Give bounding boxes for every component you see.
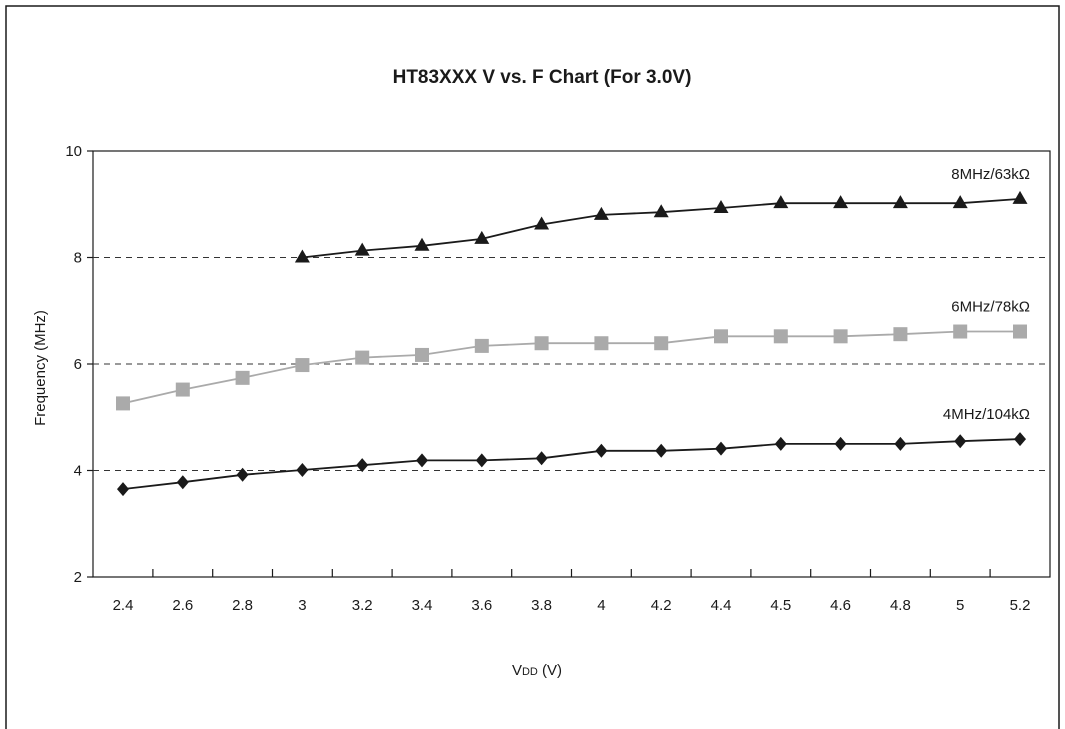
series-label: 4MHz/104kΩ — [943, 406, 1030, 423]
diamond-marker — [774, 436, 787, 451]
x-tick-label: 3 — [298, 597, 306, 614]
x-axis-label-sub: DD — [522, 666, 538, 678]
square-marker — [235, 370, 250, 385]
triangle-marker — [952, 195, 968, 209]
x-tick-label: 3.6 — [471, 597, 492, 614]
square-marker — [355, 350, 370, 365]
x-tick-label: 4.4 — [711, 597, 732, 614]
square-marker — [893, 327, 908, 342]
square-marker — [654, 336, 669, 351]
series-line — [122, 438, 1021, 490]
triangle-marker — [773, 195, 789, 209]
square-marker — [295, 358, 310, 373]
series-layer — [116, 190, 1028, 497]
x-tick-label: 4.5 — [770, 597, 791, 614]
diamond-marker — [296, 462, 309, 477]
x-axis-label-suffix: (V) — [538, 662, 562, 679]
triangle-marker — [593, 206, 609, 220]
triangle-marker — [833, 195, 849, 209]
diamond-marker — [416, 453, 428, 468]
series-diamond — [117, 432, 1026, 497]
diamond-marker — [655, 443, 668, 458]
square-marker — [534, 336, 549, 351]
square-marker — [833, 329, 848, 344]
square-marker — [474, 338, 489, 353]
x-tick-label: 5 — [956, 597, 964, 614]
x-tick-label: 4 — [597, 597, 605, 614]
square-marker — [773, 329, 788, 344]
triangle-marker — [1012, 190, 1028, 204]
triangle-marker — [414, 237, 430, 251]
series-label: 6MHz/78kΩ — [951, 299, 1030, 316]
series-line — [122, 330, 1020, 405]
diamond-marker — [595, 443, 608, 458]
triangle-marker — [474, 230, 490, 244]
y-tick-label: 4 — [74, 463, 82, 480]
square-marker — [175, 382, 190, 397]
outer-border — [5, 5, 1060, 729]
series-square — [116, 324, 1027, 411]
diamond-marker — [715, 441, 727, 456]
diamond-marker — [176, 475, 189, 490]
series-labels: 8MHz/63kΩ 6MHz/78kΩ 4MHz/104kΩ — [943, 166, 1030, 423]
axes: 2 4 6 8 10 2.4 2.6 2.8 3 3.2 3.4 3.6 3.8 4 4.2 4.4 4.5 4.… — [65, 143, 1030, 614]
y-tick-label: 10 — [65, 143, 82, 160]
x-tick-label: 4.6 — [830, 597, 851, 614]
gridlines — [93, 257, 1050, 471]
square-marker — [1013, 324, 1027, 339]
x-tick-label: 4.2 — [651, 597, 672, 614]
diamond-marker — [117, 482, 129, 497]
x-axis-label: VDD (V) — [512, 662, 562, 679]
chart-title: HT83XXX V vs. F Chart (For 3.0V) — [393, 67, 692, 88]
diamond-marker — [1014, 432, 1026, 447]
y-tick-label: 2 — [74, 569, 82, 586]
square-marker — [714, 329, 728, 344]
y-axis-label: Frequency (MHz) — [32, 310, 49, 426]
square-marker — [953, 324, 968, 339]
x-axis-label-main: V — [512, 662, 522, 679]
y-tick-label: 6 — [74, 356, 82, 373]
x-tick-label: 2.6 — [172, 597, 193, 614]
x-tick-label: 3.2 — [352, 597, 373, 614]
triangle-marker — [653, 204, 669, 218]
x-tick-label: 3.4 — [412, 597, 433, 614]
diamond-marker — [475, 453, 488, 468]
triangle-marker — [892, 195, 908, 209]
series-label: 8MHz/63kΩ — [951, 166, 1030, 183]
diamond-marker — [834, 436, 847, 451]
triangle-marker — [354, 242, 370, 256]
triangle-marker — [294, 249, 310, 263]
diamond-marker — [954, 434, 967, 449]
diamond-marker — [356, 458, 369, 473]
square-marker — [594, 336, 609, 351]
x-tick-label: 5.2 — [1010, 597, 1031, 614]
diamond-marker — [894, 436, 907, 451]
y-tick-label: 8 — [74, 250, 82, 267]
square-marker — [415, 347, 429, 362]
x-tick-label: 4.8 — [890, 597, 911, 614]
diamond-marker — [236, 467, 249, 482]
triangle-marker — [713, 199, 729, 213]
series-triangle — [294, 190, 1028, 263]
square-marker — [116, 396, 130, 411]
diamond-marker — [535, 451, 548, 466]
x-tick-label: 2.8 — [232, 597, 253, 614]
triangle-marker — [534, 216, 550, 230]
x-tick-label: 2.4 — [113, 597, 134, 614]
x-tick-label: 3.8 — [531, 597, 552, 614]
